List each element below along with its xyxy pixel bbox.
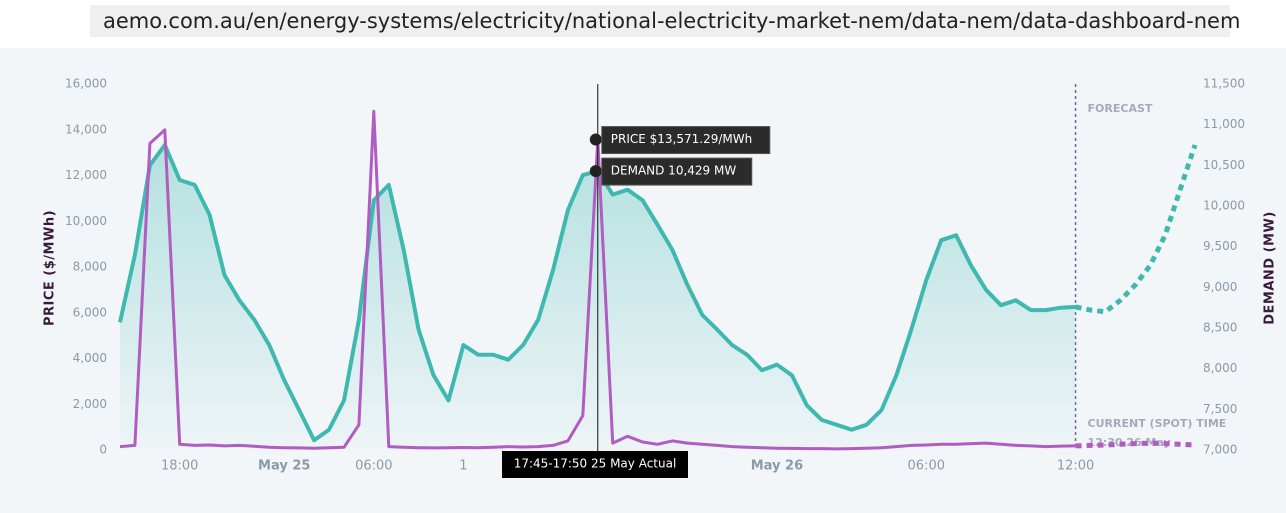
x-tick-label: 06:00 (908, 459, 945, 474)
price-tooltip: PRICE $13,571.29/MWh (611, 132, 752, 146)
x-tick-label: May 25 (258, 459, 310, 474)
chart: 0 2,000 4,000 6,000 8,000 10,000 12,000 14,000 1… (43, 77, 1278, 478)
y2-tick-label: 7,500 (1203, 402, 1237, 416)
y-tick-label: 2,000 (73, 397, 107, 411)
y2-tick-label: 11,000 (1203, 117, 1245, 131)
y-tick-label: 0 (99, 443, 107, 457)
current-time: 12:30 26 May (1088, 436, 1171, 449)
current-label: CURRENT (SPOT) TIME (1088, 417, 1227, 430)
y-tick-label: 12,000 (65, 168, 107, 182)
y-tick-label: 4,000 (73, 351, 107, 365)
x-tick-label: 06:00 (355, 459, 392, 474)
y-tick-label: 10,000 (65, 214, 107, 228)
x-tick-label: May 26 (751, 459, 803, 474)
y2-tick-label: 8,500 (1203, 321, 1237, 335)
y2-tick-label: 10,500 (1203, 158, 1245, 172)
time-tooltip-box (502, 451, 688, 478)
price-marker (589, 133, 602, 146)
y2-tick-label: 8,000 (1203, 361, 1237, 375)
y2-tick-label: 9,500 (1203, 239, 1237, 253)
x-tick-label: 1 (459, 459, 467, 474)
y-axis-label: PRICE ($/MWh) (43, 210, 58, 326)
y2-tick-label: 10,000 (1203, 199, 1245, 213)
y-tick-label: 6,000 (73, 305, 107, 319)
y-tick-label: 16,000 (65, 77, 107, 91)
y2-axis-label: DEMAND (MW) (1263, 211, 1278, 325)
y-tick-label: 14,000 (65, 122, 107, 136)
x-tick-label: 18:00 (161, 459, 198, 474)
demand-marker (589, 165, 602, 178)
y2-tick-label: 7,000 (1203, 443, 1237, 457)
url-bar (90, 5, 1230, 37)
demand-tooltip-box (601, 157, 753, 186)
price-tooltip-box (601, 126, 771, 155)
time-tooltip: 17:45-17:50 25 May Actual (514, 457, 677, 471)
demand-tooltip: DEMAND 10,429 MW (611, 164, 737, 178)
y-tick-label: 8,000 (73, 260, 107, 274)
url: aemo.com.au/en/energy-systems/electricit… (103, 9, 1240, 33)
y2-tick-label: 9,000 (1203, 280, 1237, 294)
x-tick-label: 12:00 (1057, 459, 1094, 474)
demand-line (1075, 144, 1198, 315)
y2-tick-label: 11,500 (1203, 77, 1245, 91)
forecast-label: FORECAST (1088, 102, 1153, 115)
price-line (1075, 440, 1196, 449)
